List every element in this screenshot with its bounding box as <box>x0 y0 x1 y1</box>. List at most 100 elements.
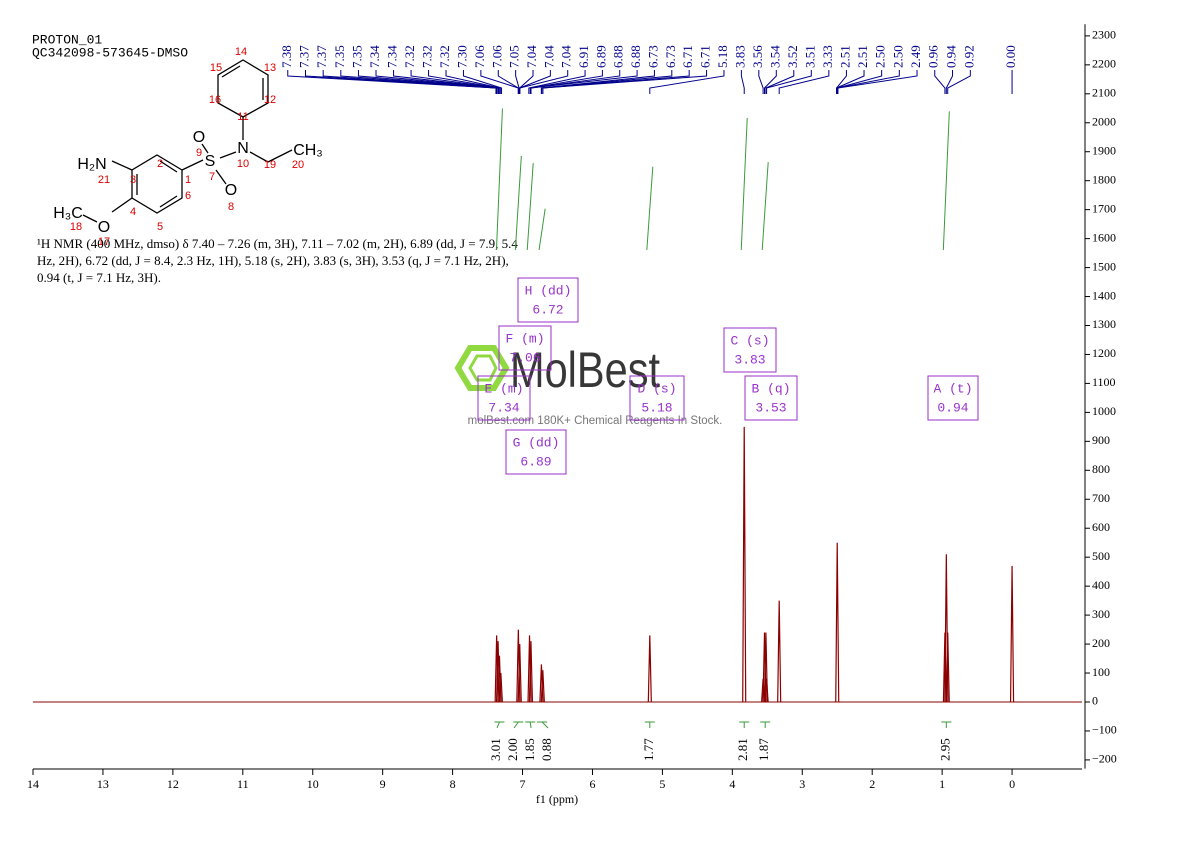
atom-number: 1 <box>185 174 191 186</box>
atom-number: 10 <box>237 158 249 170</box>
peak-label: 6.89 <box>593 45 608 68</box>
y-tick-label: 400 <box>1092 578 1110 592</box>
multiplet-box <box>477 375 531 421</box>
multiplet-shift: 6.72 <box>532 302 563 317</box>
peak-leader <box>497 70 519 94</box>
atom-number: 7 <box>209 171 215 183</box>
peak-label: 3.56 <box>750 45 765 68</box>
atom-number: 3 <box>130 174 136 186</box>
atom-number: 11 <box>237 111 248 123</box>
peak-label: 2.50 <box>890 45 905 68</box>
peak-leader <box>322 70 498 94</box>
peak-leader <box>945 70 954 94</box>
y-tick-label: 1500 <box>1092 259 1116 273</box>
x-tick-label: 13 <box>97 777 109 791</box>
peak-label: 7.32 <box>402 45 417 68</box>
atom-number: 17 <box>98 236 110 248</box>
atom-number: 13 <box>264 62 276 74</box>
peak-leader <box>519 70 569 94</box>
peak-label: 6.73 <box>645 45 660 68</box>
y-tick-label: 1100 <box>1092 375 1116 389</box>
sample-id: QC342098-573645-DMSO <box>32 45 188 60</box>
peak-leader <box>393 70 500 94</box>
peak-label: 7.04 <box>541 45 556 68</box>
y-tick-label: 0 <box>1092 694 1098 708</box>
atom-number: 19 <box>264 159 276 171</box>
peak-leader <box>947 70 971 94</box>
x-tick-label: 0 <box>1009 777 1015 791</box>
atom-label: O <box>98 219 110 236</box>
peak <box>1009 565 1015 702</box>
atom-number: 16 <box>209 94 221 106</box>
peak-label: 7.38 <box>279 45 294 68</box>
peak-label: 7.04 <box>559 45 574 68</box>
multiplet-name: C (s) <box>730 333 769 348</box>
peak-leader <box>540 70 673 94</box>
multiplet-shift: 6.89 <box>520 454 551 469</box>
peak <box>942 632 948 703</box>
integral-label: 2.95 <box>937 738 952 761</box>
atom-number: 4 <box>130 206 136 218</box>
peak-leader <box>778 70 830 94</box>
multiplet-box <box>517 277 579 323</box>
x-tick-label: 14 <box>27 777 39 791</box>
y-tick-label: 1400 <box>1092 288 1116 302</box>
y-tick-label: 600 <box>1092 520 1110 534</box>
peak <box>835 542 840 702</box>
y-tick-label: 1900 <box>1092 143 1116 157</box>
peak-label: 6.88 <box>628 45 643 68</box>
peak <box>762 632 767 703</box>
peak-label: 7.30 <box>454 45 469 68</box>
peak <box>742 426 747 702</box>
integral-label: 1.87 <box>756 738 771 761</box>
multiplet-box <box>498 325 552 371</box>
atom-label: O <box>193 129 205 146</box>
peak-leader <box>765 70 795 94</box>
integral-curve <box>514 155 522 251</box>
watermark-tagline: molBest.com 180K+ Chemical Reagents In S… <box>468 415 723 427</box>
peak-leader <box>530 70 638 94</box>
nmr-description: 0.94 (t, J = 7.1 Hz, 3H). <box>37 270 161 285</box>
integral-label: 2.00 <box>505 738 520 761</box>
integral-label: 3.01 <box>488 738 503 761</box>
peak-leader <box>515 70 520 94</box>
multiplet-box <box>744 375 798 421</box>
y-tick-label: 2200 <box>1092 57 1116 71</box>
atom-number: 9 <box>196 147 202 159</box>
multiplet-name: H (dd) <box>525 283 572 298</box>
peak-leader <box>287 70 497 94</box>
atom-number: 5 <box>157 221 163 233</box>
y-tick-label: 2000 <box>1092 115 1116 129</box>
peak-label: 7.05 <box>507 45 522 68</box>
peak-label: 3.51 <box>802 45 817 68</box>
x-tick-label: 10 <box>307 777 319 791</box>
integral-curve <box>942 111 950 251</box>
atom-number: 8 <box>228 201 234 213</box>
peak-leader <box>445 70 501 94</box>
peak-label: 0.92 <box>961 45 976 68</box>
atom-label: N <box>237 140 249 157</box>
peak-label: 2.50 <box>873 45 888 68</box>
integral-label: 1.85 <box>522 738 537 761</box>
peak-label: 0.94 <box>944 45 959 68</box>
y-tick-label: 1200 <box>1092 346 1116 360</box>
integral-curve <box>646 166 654 251</box>
peak-leader <box>528 70 586 94</box>
atom-number: 21 <box>98 174 110 186</box>
multiplet-shift: 7.34 <box>488 400 519 415</box>
peak-label: 2.51 <box>837 45 852 68</box>
peak <box>945 632 950 703</box>
integral-curve <box>538 208 546 251</box>
x-tick-label: 7 <box>520 777 526 791</box>
y-tick-label: 1700 <box>1092 201 1116 215</box>
peak-leader <box>480 70 519 94</box>
peak-label: 7.06 <box>472 45 487 68</box>
y-tick-label: 1300 <box>1092 317 1116 331</box>
peak <box>498 672 503 703</box>
peak-leader <box>837 70 918 94</box>
multiplet-name: A (t) <box>933 381 972 396</box>
peak-leader <box>836 70 865 94</box>
x-tick-label: 8 <box>450 777 456 791</box>
peak-label: 7.32 <box>437 45 452 68</box>
